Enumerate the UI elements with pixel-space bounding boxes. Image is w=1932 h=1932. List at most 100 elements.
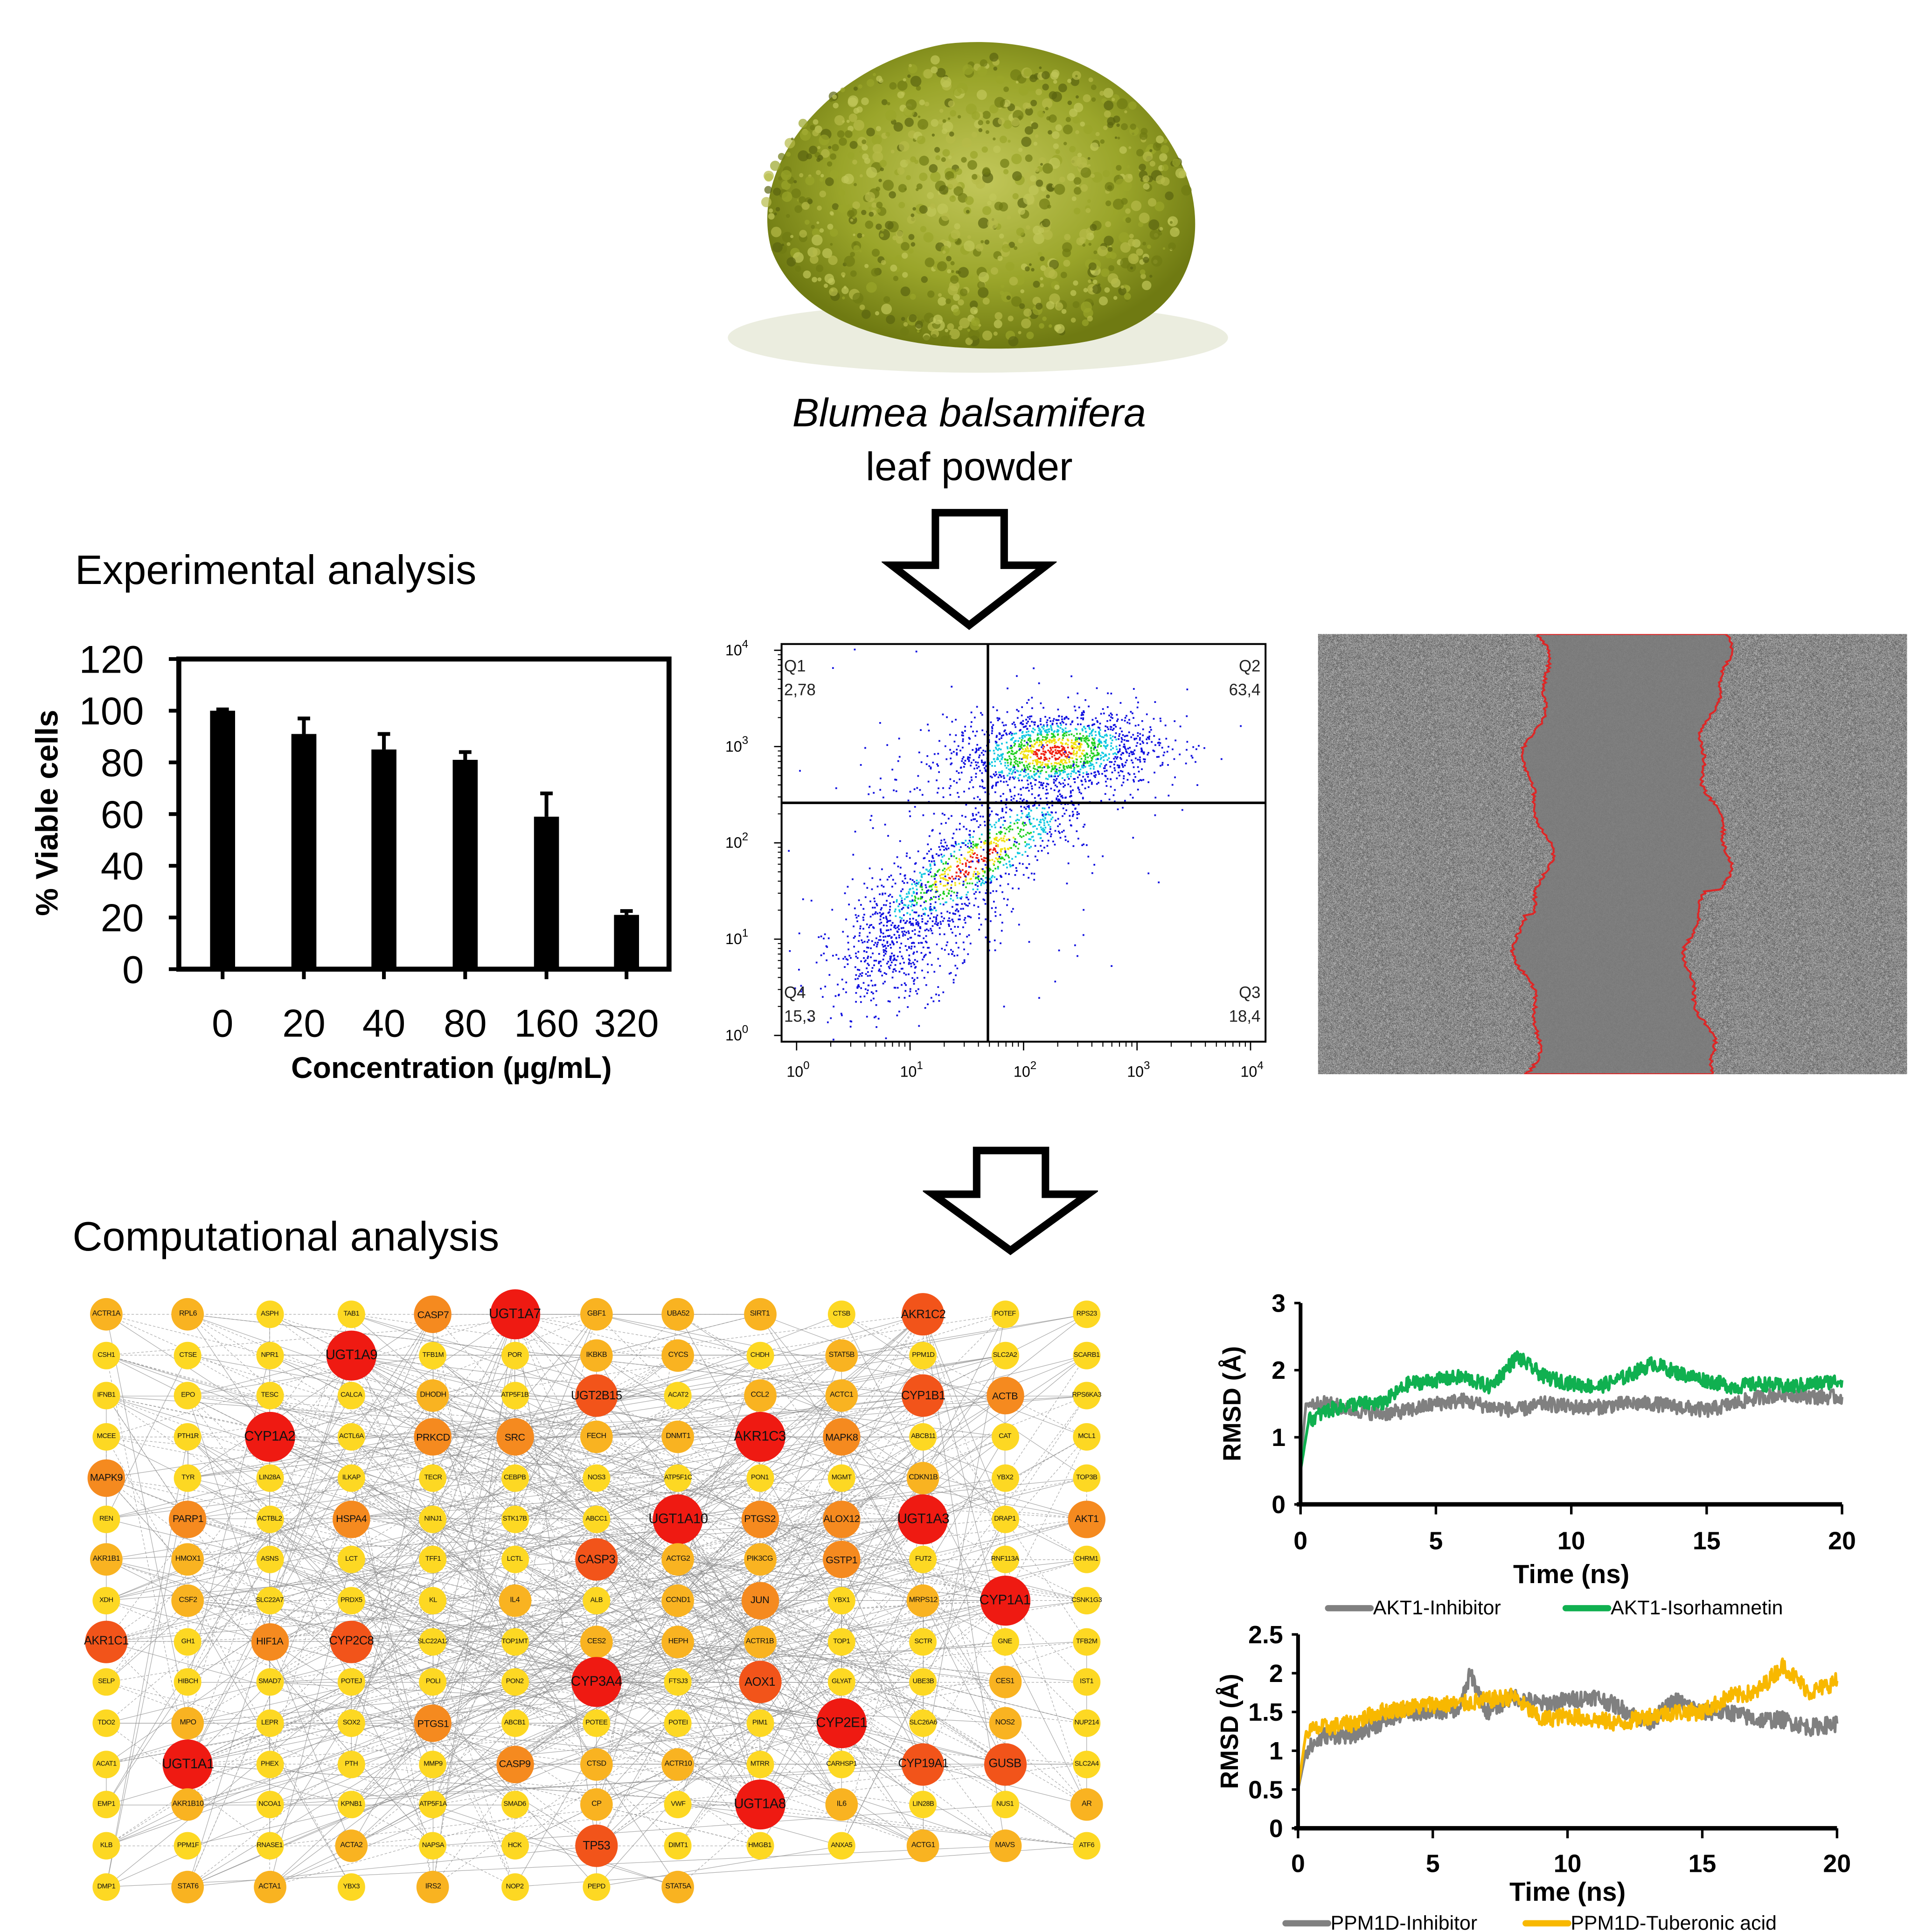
event-dot [942, 920, 944, 922]
event-dot [1113, 764, 1115, 765]
powder-grain [1155, 143, 1161, 148]
network-edge [514, 1437, 760, 1724]
event-dot [971, 779, 973, 781]
powder-grain [1149, 149, 1153, 153]
event-dot [864, 747, 866, 749]
network-edge [106, 1396, 515, 1519]
event-dot [902, 933, 904, 935]
quadrant-name: Q1 [784, 657, 806, 675]
event-dot [1043, 759, 1046, 761]
event-dot [1095, 758, 1098, 761]
network-edge [188, 1600, 1005, 1642]
network-edge [351, 1437, 515, 1642]
event-dot [863, 940, 866, 943]
event-dot [1070, 824, 1072, 827]
event-dot [914, 945, 916, 948]
event-dot [1053, 764, 1055, 767]
event-dot [1009, 747, 1011, 749]
event-dot [1084, 787, 1086, 789]
event-dot [885, 904, 887, 906]
y-tick-label: 40 [101, 845, 144, 888]
event-dot [1023, 751, 1025, 753]
event-dot [1074, 747, 1076, 749]
powder-grain [865, 192, 876, 202]
powder-grain [1067, 78, 1072, 83]
event-dot [901, 984, 903, 986]
event-dot [994, 791, 996, 793]
event-dot [1076, 740, 1078, 743]
event-dot [939, 848, 941, 851]
network-edge [433, 1437, 760, 1846]
event-dot [960, 908, 962, 910]
network-edge [596, 1396, 679, 1438]
event-dot [919, 789, 921, 791]
event-dot [1120, 741, 1123, 743]
powder-grain [1001, 244, 1010, 253]
event-dot [1055, 762, 1057, 764]
event-dot [1063, 718, 1065, 720]
powder-grain [1168, 216, 1178, 227]
event-dot [1073, 750, 1075, 752]
powder-grain [879, 160, 887, 167]
event-dot [915, 990, 917, 992]
event-dot [1022, 863, 1024, 865]
event-dot [1142, 728, 1144, 730]
event-dot [1098, 773, 1100, 775]
event-dot [905, 973, 907, 976]
powder-grain [775, 207, 780, 212]
event-dot [1105, 747, 1107, 750]
event-dot [1105, 740, 1107, 743]
event-dot [914, 863, 916, 865]
network-edge [514, 1600, 842, 1846]
event-dot [995, 782, 997, 784]
network-edge [432, 1314, 515, 1560]
event-dot [934, 882, 936, 883]
event-dot [916, 960, 918, 963]
powder-grain [1162, 247, 1166, 250]
event-dot [837, 983, 839, 986]
event-dot [1078, 749, 1080, 751]
event-dot [920, 942, 922, 944]
event-dot [962, 962, 964, 964]
event-dot [944, 949, 946, 951]
event-dot [997, 857, 1000, 860]
network-edge [759, 1396, 924, 1478]
network-edge [433, 1396, 679, 1438]
network-edge [514, 1559, 760, 1724]
powder-grain [827, 223, 834, 230]
event-dot [1028, 699, 1030, 701]
network-edge [188, 1477, 924, 1765]
event-dot [864, 896, 867, 898]
powder-grain [961, 157, 967, 163]
powder-grain [937, 261, 947, 271]
event-dot [1033, 746, 1035, 748]
powder-grain [895, 255, 902, 262]
event-dot [1061, 739, 1063, 741]
event-dot [1104, 770, 1106, 772]
event-dot [929, 865, 931, 867]
event-dot [1011, 828, 1014, 831]
event-dot [983, 842, 986, 845]
event-dot [924, 953, 927, 956]
event-dot [1007, 784, 1009, 786]
event-dot [970, 776, 973, 778]
event-dot [1064, 784, 1066, 786]
event-dot [873, 897, 876, 900]
event-dot [972, 749, 974, 751]
event-dot [1099, 754, 1102, 757]
event-dot [951, 953, 953, 955]
event-dot [1016, 770, 1018, 771]
powder-grain [931, 66, 938, 74]
event-dot [923, 873, 925, 875]
event-dot [958, 868, 960, 870]
powder-grain [1020, 289, 1025, 293]
powder-grain [1140, 273, 1146, 279]
network-edge [351, 1723, 760, 1765]
event-dot [1094, 731, 1097, 733]
event-dot [1001, 857, 1003, 860]
event-dot [1100, 740, 1102, 743]
network-edge [351, 1437, 434, 1887]
event-dot [913, 881, 915, 883]
event-dot [1026, 755, 1028, 758]
event-dot [1008, 830, 1010, 833]
